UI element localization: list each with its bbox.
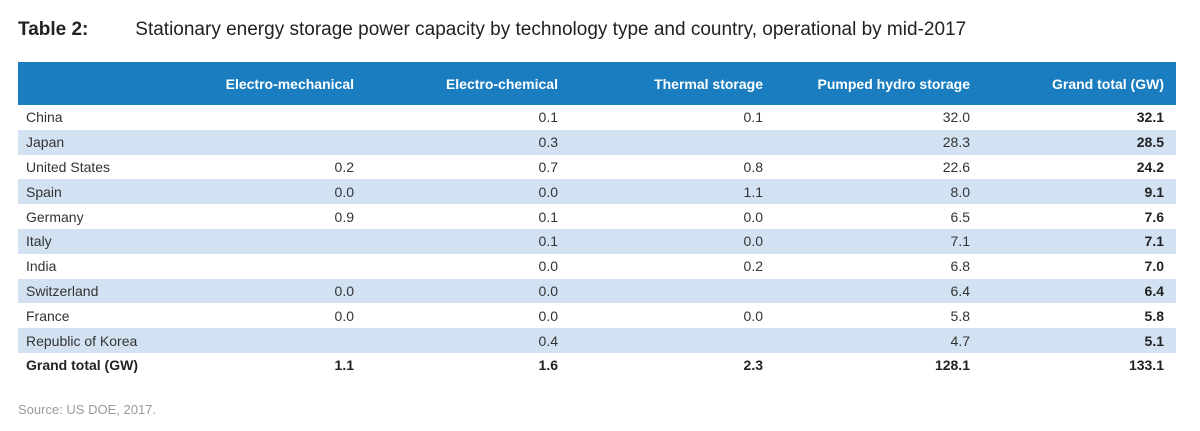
table-row: United States 0.2 0.7 0.8 22.6 24.2	[18, 155, 1176, 180]
electro-mechanical-cell: 0.0	[334, 183, 354, 200]
electro-mechanical-cell: 0.0	[334, 307, 354, 324]
header-thermal-storage: Thermal storage	[654, 75, 763, 92]
row-total-cell: 32.1	[1136, 109, 1164, 126]
electro-mechanical-cell	[180, 254, 366, 279]
electro-chemical-cell: 0.7	[538, 158, 558, 175]
electro-mechanical-cell: 0.0	[334, 282, 354, 299]
electro-chemical-cell: 0.1	[538, 233, 558, 250]
thermal-cell	[570, 328, 775, 353]
thermal-cell: 0.1	[743, 109, 763, 126]
table-title: Stationary energy storage power capacity…	[135, 19, 967, 40]
electro-mechanical-cell	[180, 105, 366, 130]
pumped-hydro-cell: 5.8	[950, 307, 970, 324]
thermal-cell	[570, 130, 775, 155]
electro-mechanical-total: 1.1	[334, 357, 354, 374]
table-row: Switzerland 0.0 0.0 6.4 6.4	[18, 278, 1176, 304]
country-cell: Germany	[26, 208, 84, 225]
pumped-hydro-total: 128.1	[934, 357, 970, 374]
electro-chemical-cell: 0.3	[538, 134, 558, 151]
table-row: Germany 0.9 0.1 0.0 6.5 7.6	[18, 204, 1176, 229]
country-cell: India	[26, 258, 57, 275]
header-grand-total: Grand total (GW)	[1052, 75, 1164, 92]
source-note: Source: US DOE, 2017.	[18, 402, 157, 417]
row-total-cell: 28.5	[1136, 134, 1164, 151]
table-header-row: Electro-mechanical Electro-chemical Ther…	[18, 62, 1176, 105]
row-total-cell: 9.1	[1144, 183, 1164, 200]
country-cell: Japan	[26, 134, 65, 151]
country-cell: France	[26, 307, 70, 324]
pumped-hydro-cell: 22.6	[942, 158, 970, 175]
header-country	[18, 62, 180, 105]
row-total-cell: 7.1	[1144, 233, 1164, 250]
table-caption: Table 2: Stationary energy storage power…	[18, 19, 966, 41]
country-cell: Republic of Korea	[26, 332, 138, 349]
table-row: China 0.1 0.1 32.0 32.1	[18, 105, 1176, 130]
row-total-cell: 6.4	[1144, 282, 1164, 299]
electro-chemical-cell: 0.1	[538, 208, 558, 225]
row-total-cell: 7.6	[1144, 208, 1164, 225]
table-row: Spain 0.0 0.0 1.1 8.0 9.1	[18, 179, 1176, 205]
electro-mechanical-cell	[180, 229, 366, 254]
electro-chemical-cell: 0.1	[538, 109, 558, 126]
country-cell: Italy	[26, 233, 52, 250]
overall-total: 133.1	[1128, 357, 1164, 374]
table-number: Table 2:	[18, 19, 89, 40]
electro-chemical-cell: 0.0	[538, 258, 558, 275]
electro-mechanical-cell: 0.2	[334, 158, 354, 175]
header-electro-mechanical: Electro-mechanical	[225, 75, 354, 92]
electro-chemical-cell: 0.4	[538, 332, 558, 349]
electro-chemical-cell: 0.0	[538, 307, 558, 324]
electro-mechanical-cell	[180, 130, 366, 155]
thermal-cell: 0.0	[743, 208, 763, 225]
electro-chemical-cell: 0.0	[538, 183, 558, 200]
electro-chemical-total: 1.6	[538, 357, 558, 374]
table-row: France 0.0 0.0 0.0 5.8 5.8	[18, 303, 1176, 328]
pumped-hydro-cell: 8.0	[950, 183, 970, 200]
table-row: India 0.0 0.2 6.8 7.0	[18, 254, 1176, 279]
thermal-cell: 0.0	[743, 233, 763, 250]
pumped-hydro-cell: 6.8	[950, 258, 970, 275]
table-row: Republic of Korea 0.4 4.7 5.1	[18, 328, 1176, 353]
electro-mechanical-cell	[180, 328, 366, 353]
thermal-cell: 0.8	[743, 158, 763, 175]
pumped-hydro-cell: 4.7	[950, 332, 970, 349]
header-pumped-hydro-storage: Pumped hydro storage	[817, 75, 970, 92]
country-cell: Switzerland	[26, 282, 99, 299]
pumped-hydro-cell: 6.5	[950, 208, 970, 225]
table-row: Japan 0.3 28.3 28.5	[18, 129, 1176, 155]
thermal-total: 2.3	[743, 357, 763, 374]
country-cell: China	[26, 109, 63, 126]
thermal-cell: 0.2	[743, 258, 763, 275]
pumped-hydro-cell: 32.0	[942, 109, 970, 126]
electro-chemical-cell: 0.0	[538, 282, 558, 299]
row-total-cell: 24.2	[1136, 158, 1164, 175]
electro-mechanical-cell: 0.9	[334, 208, 354, 225]
header-electro-chemical: Electro-chemical	[445, 75, 558, 92]
country-cell: Spain	[26, 183, 62, 200]
pumped-hydro-cell: 6.4	[950, 282, 970, 299]
grand-total-row: Grand total (GW) 1.1 1.6 2.3 128.1 133.1	[18, 353, 1176, 378]
grand-total-label: Grand total (GW)	[26, 357, 138, 374]
pumped-hydro-cell: 28.3	[942, 134, 970, 151]
table-row: Italy 0.1 0.0 7.1 7.1	[18, 228, 1176, 254]
row-total-cell: 5.1	[1144, 332, 1164, 349]
country-cell: United States	[26, 158, 111, 175]
pumped-hydro-cell: 7.1	[950, 233, 970, 250]
row-total-cell: 7.0	[1144, 258, 1164, 275]
thermal-cell: 1.1	[743, 183, 763, 200]
thermal-cell: 0.0	[743, 307, 763, 324]
storage-capacity-table: Electro-mechanical Electro-chemical Ther…	[18, 62, 1176, 378]
thermal-cell	[570, 279, 775, 304]
row-total-cell: 5.8	[1144, 307, 1164, 324]
